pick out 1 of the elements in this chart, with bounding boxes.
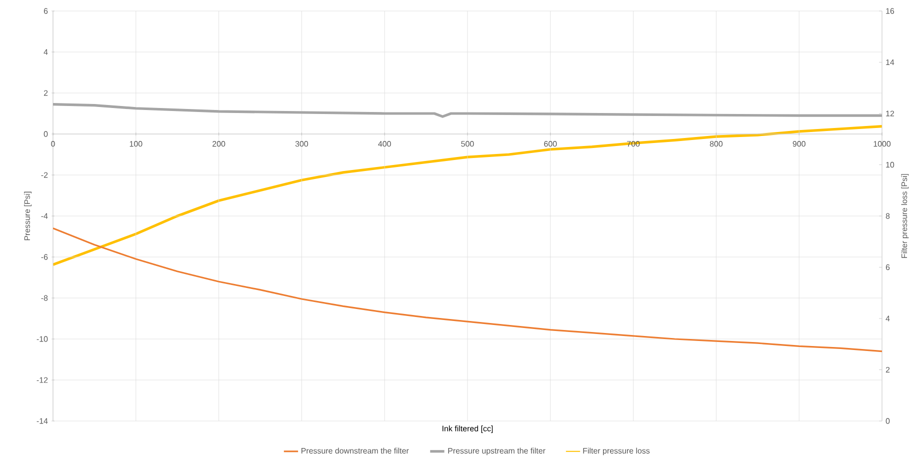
line-series xyxy=(53,227,882,352)
